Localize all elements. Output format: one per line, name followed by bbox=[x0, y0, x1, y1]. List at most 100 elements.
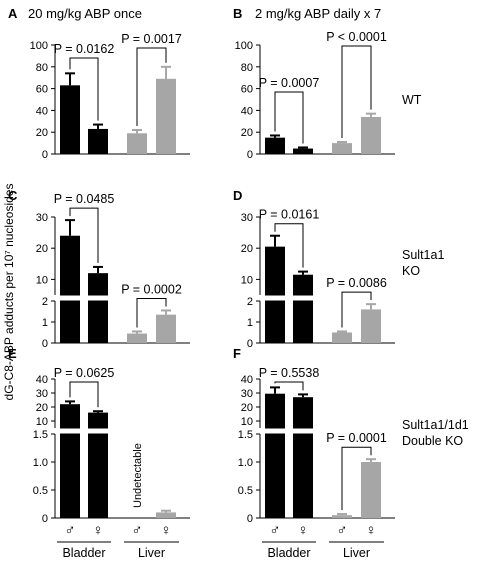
genotype-label-line: Double KO bbox=[402, 434, 463, 448]
bar bbox=[156, 78, 176, 154]
genotype-label-line: WT bbox=[402, 93, 422, 107]
significance-bracket bbox=[274, 223, 304, 268]
p-value-label: P = 0.0485 bbox=[54, 192, 115, 206]
p-value-label: P < 0.0001 bbox=[326, 30, 387, 44]
y-tick-label: 1.0 bbox=[238, 457, 253, 469]
sex-symbol: ♂ bbox=[64, 522, 75, 539]
panel-c: C 0 1 2 10 20 30 P = 0.0485 P = 0.0002 Sult1a1 KO bbox=[8, 188, 444, 350]
y-tick-label: 100 bbox=[30, 40, 48, 52]
y-axis: 0 0.5 1.0 1.510 20 30 40 bbox=[238, 374, 395, 525]
y-tick-label: 10 bbox=[241, 416, 253, 428]
bar bbox=[127, 133, 147, 154]
p-value-label: P = 0.0007 bbox=[259, 76, 320, 90]
y-tick-label: 30 bbox=[241, 212, 253, 224]
significance-bracket bbox=[341, 446, 372, 511]
y-tick-label: 30 bbox=[241, 388, 253, 400]
bar bbox=[60, 85, 80, 154]
p-value-label: P = 0.5538 bbox=[259, 366, 320, 380]
panel-label: F bbox=[233, 346, 241, 361]
y-tick-label: 60 bbox=[36, 84, 48, 96]
y-tick-label: 10 bbox=[241, 274, 253, 286]
significance-bracket bbox=[274, 381, 304, 391]
bar bbox=[156, 512, 176, 518]
genotype-label: Sult1a1/1d1 Double KO bbox=[402, 418, 469, 448]
panel-a: A 20 mg/kg ABP once 0 20 40 60 80 100 P = 0.0162… bbox=[8, 6, 422, 161]
y-tick-label: 20 bbox=[36, 402, 48, 414]
significance-annotation: P < 0.0001 bbox=[326, 30, 387, 139]
panel-label: D bbox=[233, 188, 242, 203]
panel-title: 2 mg/kg ABP daily x 7 bbox=[255, 6, 381, 21]
significance-bracket bbox=[69, 381, 99, 408]
bar bbox=[332, 515, 352, 518]
y-tick-label: 40 bbox=[241, 105, 253, 117]
y-tick-label: 1.5 bbox=[238, 429, 253, 441]
y-tick-label: 2 bbox=[247, 296, 253, 308]
p-value-label: P = 0.0162 bbox=[54, 42, 115, 56]
bar bbox=[293, 274, 313, 343]
panel-label: A bbox=[8, 6, 18, 21]
y-tick-label: 0.5 bbox=[238, 485, 253, 497]
significance-bracket bbox=[341, 291, 372, 328]
bar bbox=[332, 143, 352, 154]
significance-annotation: P = 0.0162 bbox=[54, 42, 115, 121]
bar bbox=[361, 309, 381, 343]
significance-annotation: P = 0.0086 bbox=[326, 276, 387, 328]
y-tick-label: 20 bbox=[36, 243, 48, 255]
bar bbox=[293, 148, 313, 154]
group-label-liver: Liver bbox=[343, 546, 370, 560]
panel-label: C bbox=[8, 188, 18, 203]
y-tick-label: 0.5 bbox=[33, 485, 48, 497]
significance-annotation: P = 0.0625 bbox=[54, 366, 115, 408]
bar bbox=[265, 393, 285, 518]
y-tick-label: 1 bbox=[247, 317, 253, 329]
y-tick-label: 40 bbox=[36, 374, 48, 386]
sex-symbol: ♀ bbox=[365, 522, 376, 539]
significance-annotation: P = 0.0002 bbox=[121, 282, 182, 328]
y-tick-label: 10 bbox=[36, 274, 48, 286]
bar bbox=[127, 333, 147, 343]
significance-bracket bbox=[69, 57, 99, 121]
y-tick-label: 0 bbox=[247, 149, 253, 161]
p-value-label: P = 0.0625 bbox=[54, 366, 115, 380]
y-tick-label: 80 bbox=[241, 62, 253, 74]
y-tick-label: 20 bbox=[36, 127, 48, 139]
y-tick-label: 1.5 bbox=[33, 429, 48, 441]
genotype-label-line: KO bbox=[402, 264, 420, 278]
group-label-bladder: Bladder bbox=[62, 546, 105, 560]
genotype-label-line: Sult1a1 bbox=[402, 248, 444, 262]
y-tick-label: 0 bbox=[247, 338, 253, 350]
y-tick-label: 80 bbox=[36, 62, 48, 74]
significance-annotation: P = 0.0007 bbox=[259, 76, 320, 144]
significance-bracket bbox=[69, 207, 99, 263]
y-axis: 0 20 40 60 80 100 bbox=[30, 40, 190, 161]
group-label-bladder: Bladder bbox=[267, 546, 310, 560]
significance-annotation: P = 0.5538 bbox=[259, 366, 320, 391]
y-tick-label: 20 bbox=[241, 243, 253, 255]
axis-break bbox=[259, 295, 399, 301]
bar bbox=[88, 128, 108, 154]
y-axis: 0 0.5 1.0 1.510 20 30 40 bbox=[33, 374, 190, 525]
bar bbox=[361, 116, 381, 154]
y-tick-label: 20 bbox=[241, 402, 253, 414]
panel-label: E bbox=[8, 346, 17, 361]
bar bbox=[265, 246, 285, 343]
y-tick-label: 20 bbox=[241, 127, 253, 139]
bar bbox=[156, 314, 176, 343]
p-value-label: P = 0.0161 bbox=[259, 208, 320, 222]
bar bbox=[265, 137, 285, 154]
genotype-label-line: Sult1a1/1d1 bbox=[402, 418, 469, 432]
bar bbox=[293, 397, 313, 518]
significance-annotation: P = 0.0485 bbox=[54, 192, 115, 263]
p-value-label: P = 0.0086 bbox=[326, 276, 387, 290]
y-tick-label: 100 bbox=[235, 40, 253, 52]
y-tick-label: 30 bbox=[36, 388, 48, 400]
bar bbox=[60, 404, 80, 518]
significance-annotation: P = 0.0161 bbox=[259, 208, 320, 268]
y-tick-label: 1 bbox=[42, 317, 48, 329]
significance-annotation: P = 0.0017 bbox=[121, 32, 182, 127]
y-axis-label: dG-C8-ABP adducts per 10⁷ nucleosides bbox=[2, 184, 16, 401]
genotype-label: Sult1a1 KO bbox=[402, 248, 444, 278]
significance-bracket bbox=[136, 297, 167, 328]
panel-b: B 2 mg/kg ABP daily x 7 0 20 40 60 80 100 P = 0.… bbox=[233, 6, 395, 161]
